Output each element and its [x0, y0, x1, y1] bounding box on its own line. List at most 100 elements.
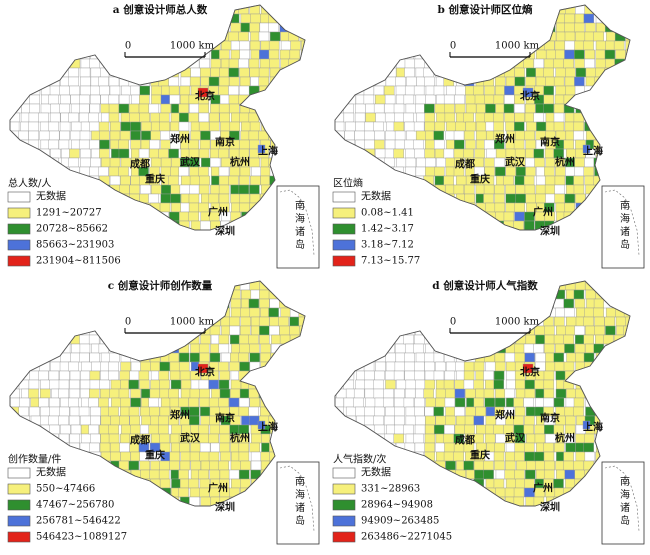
- region: [149, 388, 161, 399]
- region: [109, 175, 121, 186]
- region: [335, 157, 346, 168]
- region: [10, 76, 20, 87]
- region: [250, 460, 262, 471]
- region: [545, 13, 556, 24]
- region: [404, 316, 415, 327]
- region: [51, 307, 62, 318]
- region: [534, 13, 546, 24]
- region: [346, 157, 357, 168]
- region: [301, 379, 305, 390]
- region: [494, 334, 505, 345]
- region: [40, 76, 51, 87]
- region: [119, 298, 130, 309]
- region: [250, 469, 261, 480]
- region: [605, 281, 616, 291]
- region: [625, 148, 630, 159]
- region: [484, 343, 495, 354]
- region: [615, 361, 627, 372]
- region: [615, 388, 627, 399]
- region: [415, 379, 426, 390]
- region: [504, 112, 515, 123]
- region: [515, 505, 527, 506]
- region: [604, 148, 615, 159]
- region: [554, 175, 566, 186]
- capital-region: [522, 363, 534, 374]
- region: [355, 307, 366, 318]
- city-label: 上海: [258, 145, 278, 158]
- region: [606, 31, 617, 42]
- region: [484, 433, 496, 444]
- region: [524, 229, 535, 230]
- region: [534, 433, 546, 444]
- region: [121, 85, 132, 96]
- region: [625, 334, 630, 345]
- region: [80, 76, 91, 87]
- region: [543, 388, 555, 399]
- region: [454, 139, 465, 150]
- region: [260, 379, 271, 390]
- region: [160, 397, 172, 408]
- region: [48, 370, 60, 381]
- region: [90, 67, 102, 78]
- region: [179, 211, 190, 222]
- region: [98, 76, 109, 87]
- region: [425, 229, 436, 230]
- region: [375, 49, 386, 60]
- region: [280, 13, 292, 24]
- region: [574, 13, 586, 24]
- region: [89, 121, 100, 132]
- region: [345, 343, 356, 354]
- region: [151, 58, 162, 69]
- region: [279, 175, 290, 186]
- region: [300, 22, 305, 33]
- region: [230, 460, 242, 471]
- region: [248, 334, 259, 345]
- country-outline: [334, 280, 631, 507]
- region: [219, 442, 230, 453]
- region: [278, 94, 290, 105]
- region: [493, 370, 505, 381]
- region: [10, 5, 21, 15]
- region: [269, 316, 280, 327]
- region: [564, 76, 576, 87]
- region: [259, 334, 270, 345]
- region: [189, 76, 201, 87]
- region: [434, 121, 446, 132]
- region: [453, 211, 464, 222]
- region: [385, 316, 397, 327]
- region: [159, 298, 170, 309]
- region: [38, 397, 49, 408]
- region: [435, 388, 447, 399]
- region: [130, 139, 141, 150]
- region: [375, 76, 387, 87]
- region: [473, 397, 485, 408]
- region: [335, 58, 345, 69]
- region: [525, 469, 536, 480]
- region: [615, 343, 627, 354]
- region: [424, 307, 435, 318]
- region: [78, 316, 90, 327]
- region: [29, 298, 41, 309]
- region: [574, 229, 585, 230]
- region: [494, 361, 506, 372]
- region: [49, 343, 61, 354]
- region: [120, 505, 132, 506]
- region: [443, 433, 454, 444]
- region: [138, 496, 149, 506]
- region: [199, 388, 210, 399]
- region: [463, 460, 474, 471]
- region: [238, 397, 250, 408]
- region: [574, 325, 585, 336]
- region: [364, 40, 376, 51]
- city-label: 成都: [130, 434, 150, 447]
- legend-swatch: [332, 467, 356, 479]
- region: [260, 5, 272, 15]
- region: [385, 361, 397, 372]
- region: [251, 433, 262, 444]
- region: [279, 406, 291, 417]
- region: [271, 379, 282, 390]
- region: [363, 433, 375, 444]
- region: [504, 388, 516, 399]
- region: [596, 388, 607, 399]
- region: [404, 5, 415, 15]
